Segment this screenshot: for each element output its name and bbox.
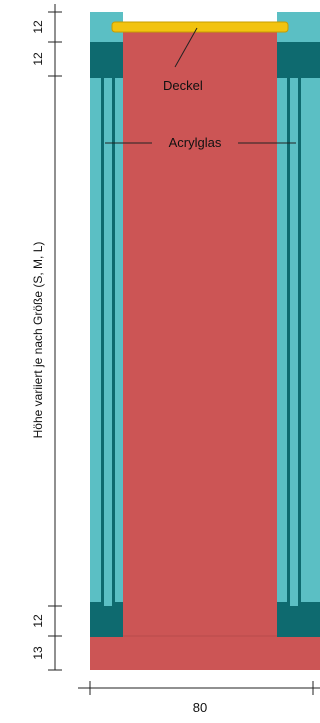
horizontal-dimension xyxy=(78,681,320,695)
width-label: 80 xyxy=(193,700,207,715)
lid-bar xyxy=(111,21,289,33)
left-frame xyxy=(90,12,123,640)
right-frame xyxy=(277,12,320,640)
left-acrylic-glass xyxy=(104,78,112,606)
acrylic-glass-label: Acrylglas xyxy=(169,135,222,150)
right-acrylic-glass xyxy=(290,78,298,606)
dim-top-frame: 12 xyxy=(31,20,45,34)
height-note: Höhe variiert je nach Größe (S, M, L) xyxy=(31,242,45,439)
lid-leader-line xyxy=(174,27,198,68)
dim-bottom-inner: 12 xyxy=(31,614,45,628)
vertical-dimension xyxy=(48,4,62,671)
base-plate xyxy=(90,637,320,670)
lid-label: Deckel xyxy=(163,78,203,93)
dim-top-inner: 12 xyxy=(31,52,45,66)
interior-body xyxy=(123,32,277,640)
dim-base: 13 xyxy=(31,646,45,660)
